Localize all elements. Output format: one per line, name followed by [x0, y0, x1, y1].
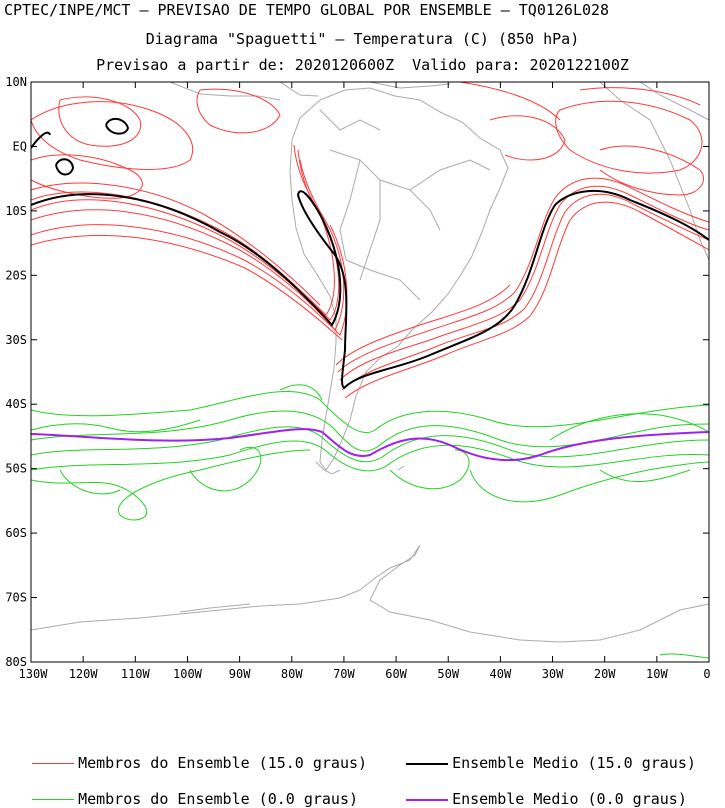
legend-red-label: Membros do Ensemble (15.0 graus)	[78, 754, 368, 772]
legend-green-members: Membros do Ensemble (0.0 graus)	[14, 772, 358, 808]
lat-label: 30S	[5, 333, 27, 347]
purple-mean-line	[31, 428, 709, 462]
lon-label: 70W	[333, 667, 355, 681]
plot-frame	[30, 81, 710, 663]
lon-label: 110W	[121, 667, 151, 681]
black-mean-blob-2	[55, 158, 75, 176]
red-swatch	[32, 763, 75, 764]
header-line-1: CPTEC/INPE/MCT – PREVISAO DE TEMPO GLOBA…	[4, 1, 610, 19]
header-line-3: Previsao a partir de: 2020120600Z Valido…	[96, 56, 629, 74]
map-plot-area	[31, 82, 709, 659]
lon-label: 20W	[594, 667, 616, 681]
lat-label: 20S	[5, 268, 27, 282]
legend-green-label: Membros do Ensemble (0.0 graus)	[78, 790, 359, 808]
lon-label: 0	[703, 667, 710, 681]
lon-label: 80W	[281, 667, 303, 681]
lat-label: 80S	[5, 655, 27, 669]
header-line-2: Diagrama "Spaguetti" – Temperatura (C) (…	[145, 30, 580, 48]
legend-purple-label: Ensemble Medio (0.0 graus)	[452, 790, 687, 808]
lat-label: 60S	[5, 526, 27, 540]
lat-label: EQ	[13, 139, 27, 153]
green-members	[31, 384, 709, 659]
black-swatch	[406, 762, 449, 765]
lon-label: 100W	[173, 667, 203, 681]
legend-purple-mean: Ensemble Medio (0.0 graus)	[388, 772, 687, 808]
lat-label: 10S	[5, 204, 27, 218]
legend-black-label: Ensemble Medio (15.0 graus)	[452, 754, 696, 772]
black-mean-blob-3	[31, 131, 51, 149]
lon-label: 120W	[69, 667, 99, 681]
green-swatch	[32, 799, 75, 800]
lon-label: 50W	[437, 667, 459, 681]
coastlines	[31, 82, 709, 643]
lat-label: 10N	[5, 75, 27, 89]
lon-label: 60W	[385, 667, 407, 681]
purple-swatch	[406, 798, 449, 801]
longitude-axis: 130W 120W 110W 100W 90W 80W 70W 60W 50W 40W 30W 20W…	[19, 82, 711, 681]
legend-red-members: Membros do Ensemble (15.0 graus)	[14, 736, 367, 772]
legend-black-mean: Ensemble Medio (15.0 graus)	[388, 736, 696, 772]
lon-label: 90W	[229, 667, 251, 681]
lon-label: 10W	[646, 667, 668, 681]
lon-label: 30W	[542, 667, 564, 681]
red-members	[31, 82, 709, 399]
lat-label: 50S	[5, 462, 27, 476]
black-mean-blob-1	[105, 117, 130, 135]
lon-label: 40W	[490, 667, 512, 681]
lat-label: 70S	[5, 591, 27, 605]
lon-label: 130W	[19, 667, 49, 681]
black-mean-line	[31, 189, 709, 390]
latitude-axis: 10N EQ 10S 20S 30S 40S 50S 60S 70S 80S	[5, 75, 709, 669]
lat-label: 40S	[5, 397, 27, 411]
